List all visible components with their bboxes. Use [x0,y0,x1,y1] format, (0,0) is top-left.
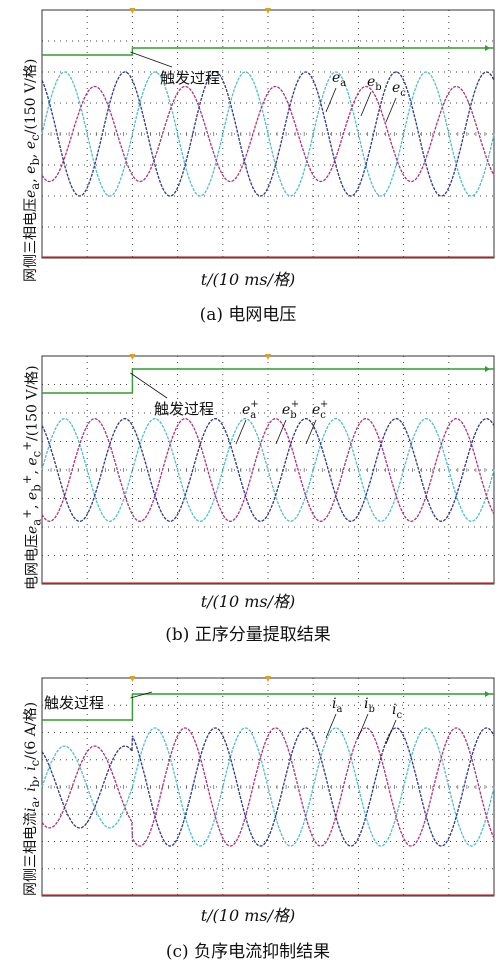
label-leader [385,97,397,123]
series-line-ia [41,727,495,847]
scope-plot-b: ea+ eb+ ec+ 触发过程 [41,354,495,585]
annotation-trigger-process: 触发过程 [160,69,220,87]
caption-b: (b) 正序分量提取结果 [165,625,331,645]
channel-marker [485,45,490,51]
series-line-ea [41,71,495,197]
series-label-ea-pos: ea+ [242,399,259,421]
channel-marker [485,691,490,697]
trigger-trace [42,693,494,721]
label-leader [325,87,337,113]
series-label-ic: ic [392,702,402,721]
x-axis-label-a: t/(10 ms/格) [200,270,296,289]
label-leader [385,719,397,745]
trigger-marker [129,8,136,14]
series-line-eb-pos [41,418,495,522]
series-line-eb [41,85,495,183]
series-label-ea: ea [332,70,346,89]
trigger-marker [265,354,271,360]
annotation-trigger-process: 触发过程 [154,400,214,418]
annotation-leader [130,51,173,68]
series-label-ec: ec [392,80,406,99]
panel-c: 网侧三相电流ia, ib, ic/(6 A/格) ia ib ic 触发过程 t/(1… [0,652,496,971]
y-axis-label-b: 电网电压ea+, eb+, ec+/(150 V/格) [20,365,44,590]
trigger-trace [42,47,494,56]
annotation-trigger-process: 触发过程 [44,694,104,712]
trigger-marker [129,354,136,360]
series-label-ib: ib [364,696,375,715]
series-line-ec-pos [41,418,495,522]
y-axis-label-c: 网侧三相电流ia, ib, ic/(6 A/格) [23,701,42,896]
trigger-marker [265,8,271,14]
label-leader [325,713,337,739]
trigger-trace [42,368,494,394]
label-leader [305,419,317,445]
series-label-eb-pos: eb+ [282,399,299,421]
scope-plot-c: ia ib ic 触发过程 [41,676,495,897]
panel-a: 网侧三相电压ea, eb, ec/(150 V/格) ea eb ec 触发过程 t/… [0,0,496,330]
scope-plot-a: ea eb ec 触发过程 [41,8,495,259]
y-axis-label-a: 网侧三相电压ea, eb, ec/(150 V/格) [23,58,42,282]
series-line-ib [41,727,495,847]
series-line-ic [41,727,495,847]
trigger-marker [129,676,136,682]
series-label-ec-pos: ec+ [312,399,328,421]
series-line-ea-pos [41,418,495,522]
panel-b: 电网电压ea+, eb+, ec+/(150 V/格) ea+ eb+ ec+ 触发过… [0,330,496,652]
caption-a: (a) 电网电压 [199,305,297,325]
x-axis-label-b: t/(10 ms/格) [200,592,296,611]
annotation-leader [130,372,168,399]
x-axis-label-c: t/(10 ms/格) [200,906,296,925]
label-leader [357,713,369,739]
label-leader [360,91,372,117]
caption-c: (c) 负序电流抑制结果 [165,942,331,962]
series-label-ia: ia [332,696,342,715]
series-label-eb: eb [367,74,382,93]
label-leader [235,419,247,445]
trigger-marker [265,676,271,682]
annotation-leader [130,691,153,699]
label-leader [275,419,287,445]
channel-marker [485,366,490,372]
